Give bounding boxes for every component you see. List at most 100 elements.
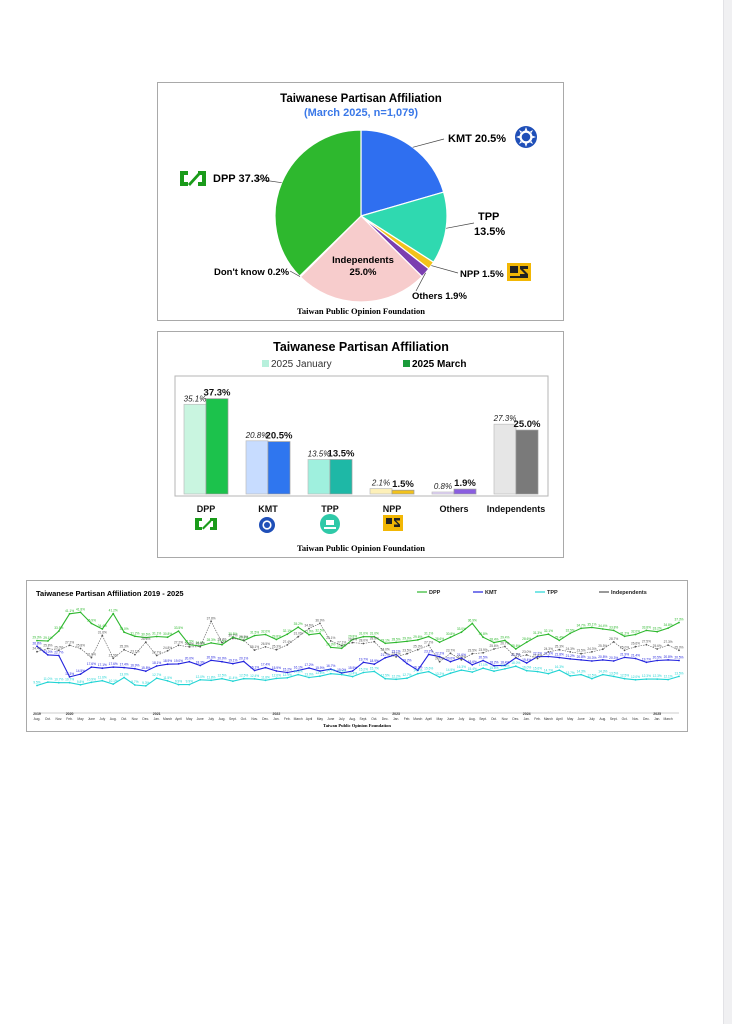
line-data-label: 15.8% xyxy=(141,666,150,670)
line-chart-panel: Taiwanese Partisan Affiliation 2019 - 20… xyxy=(26,580,688,732)
line-point-tpp xyxy=(667,678,669,681)
line-point-independents xyxy=(68,644,71,647)
line-data-label: 33.0% xyxy=(120,627,129,631)
line-x-tick: March xyxy=(544,717,553,721)
line-legend-dpp: DPP xyxy=(429,590,441,596)
line-point-kmt xyxy=(199,664,202,667)
line-point-independents xyxy=(362,642,365,645)
line-data-label: 24.3% xyxy=(587,647,596,651)
bar-source: Taiwan Public Opinion Foundation xyxy=(297,543,425,553)
line-x-tick: Feb. xyxy=(404,717,411,721)
line-point-kmt xyxy=(308,667,310,669)
line-data-label: 17.1% xyxy=(98,663,107,667)
line-data-label: 27.1% xyxy=(337,641,346,645)
line-point-tpp xyxy=(210,679,213,682)
pie-label-tpp-name: TPP xyxy=(478,211,499,223)
line-point-dpp xyxy=(634,633,637,636)
line-data-label: 35.2% xyxy=(294,622,303,626)
line-point-tpp xyxy=(678,675,680,678)
line-data-label: 28.8% xyxy=(370,637,379,641)
line-data-label: 22.1% xyxy=(392,652,401,656)
line-data-label: 20.0% xyxy=(185,657,194,661)
line-data-label: 27.2% xyxy=(424,640,433,644)
pie-label-independents-name: Independents xyxy=(332,255,394,266)
line-data-label: 18.9% xyxy=(163,659,172,663)
bar-label-jan-tpp: 13.5% xyxy=(308,450,331,459)
line-data-label: 21.5% xyxy=(109,653,118,657)
line-point-dpp xyxy=(297,626,300,629)
line-x-tick: June xyxy=(447,717,454,721)
line-data-label: 20.8% xyxy=(457,655,466,659)
line-point-kmt xyxy=(656,659,659,662)
line-data-label: 22.2% xyxy=(435,652,444,656)
line-data-label: 9.5% xyxy=(33,681,40,685)
line-point-independents xyxy=(57,649,60,652)
line-x-tick: July xyxy=(589,717,595,721)
line-point-independents xyxy=(645,643,648,646)
line-data-label: 10.7% xyxy=(65,678,74,682)
line-data-label: 28.1% xyxy=(381,638,390,642)
line-data-label: 24.8% xyxy=(163,646,172,650)
line-data-label: 27.2% xyxy=(174,640,183,644)
line-data-label: 27.5% xyxy=(185,640,194,644)
line-data-label: 30.8% xyxy=(163,632,172,636)
line-point-tpp xyxy=(57,681,60,684)
line-data-label: 16.0% xyxy=(522,666,531,670)
line-point-kmt xyxy=(57,654,60,657)
line-data-label: 11.8% xyxy=(207,675,216,679)
line-x-tick: July xyxy=(99,717,105,721)
line-point-kmt xyxy=(166,663,169,666)
pie-leader-line xyxy=(289,270,301,277)
dpp-logo-icon xyxy=(195,518,217,530)
line-data-label: 26.9% xyxy=(196,641,205,645)
line-point-kmt xyxy=(416,669,419,672)
line-x-tick: June xyxy=(578,717,585,721)
line-data-label: 33.5% xyxy=(174,626,183,630)
line-data-label: 41.1% xyxy=(65,609,74,613)
line-data-label: 24.4% xyxy=(32,647,41,651)
scrollbar[interactable] xyxy=(723,0,732,1024)
line-data-label: 29.3% xyxy=(239,636,248,640)
line-data-label: 31.9% xyxy=(304,630,313,634)
bar-plot-area xyxy=(174,375,549,497)
line-data-label: 31.1% xyxy=(424,632,433,636)
line-point-tpp xyxy=(547,672,550,675)
line-point-kmt xyxy=(242,660,245,663)
line-data-label: 15.9% xyxy=(272,666,281,670)
line-x-tick: Jan. xyxy=(393,717,399,721)
line-point-dpp xyxy=(569,632,572,635)
line-data-label: 25.3% xyxy=(272,645,281,649)
line-point-kmt xyxy=(264,666,267,669)
line-data-label: 29.8% xyxy=(272,635,281,639)
line-point-kmt xyxy=(493,664,495,667)
line-data-label: 36.9% xyxy=(87,618,96,622)
line-legend-kmt: KMT xyxy=(485,590,498,596)
line-data-label: 18.3% xyxy=(196,661,205,665)
line-point-dpp xyxy=(286,633,289,636)
line-data-label: 25.5% xyxy=(598,644,607,648)
line-data-label: 18.2% xyxy=(489,661,498,665)
line-point-kmt xyxy=(678,659,680,662)
line-data-label: 17.2% xyxy=(304,663,313,667)
pie-slice-dpp xyxy=(274,129,362,278)
line-data-label: 20.1% xyxy=(239,656,248,660)
line-data-label: 20.0% xyxy=(446,657,455,661)
line-data-label: 12.5% xyxy=(239,674,248,678)
line-point-dpp xyxy=(188,643,191,646)
line-point-independents xyxy=(601,648,604,651)
line-x-tick: Sept. xyxy=(360,717,368,721)
line-data-label: 28.6% xyxy=(522,637,531,641)
line-point-kmt xyxy=(340,672,343,674)
legend-mar: 2025 March xyxy=(412,359,466,370)
line-data-label: 16.3% xyxy=(555,665,564,669)
line-point-dpp xyxy=(416,639,419,641)
line-x-tick: June xyxy=(327,717,334,721)
line-point-dpp xyxy=(155,635,158,638)
line-point-dpp xyxy=(308,633,310,636)
line-point-kmt xyxy=(634,657,637,660)
line-data-label: 32.1% xyxy=(283,629,292,633)
line-data-label: 18.0% xyxy=(511,661,520,665)
line-point-tpp xyxy=(134,684,136,686)
line-data-label: 17.4% xyxy=(120,663,129,667)
pie-label-tpp-value: 13.5% xyxy=(474,226,505,238)
